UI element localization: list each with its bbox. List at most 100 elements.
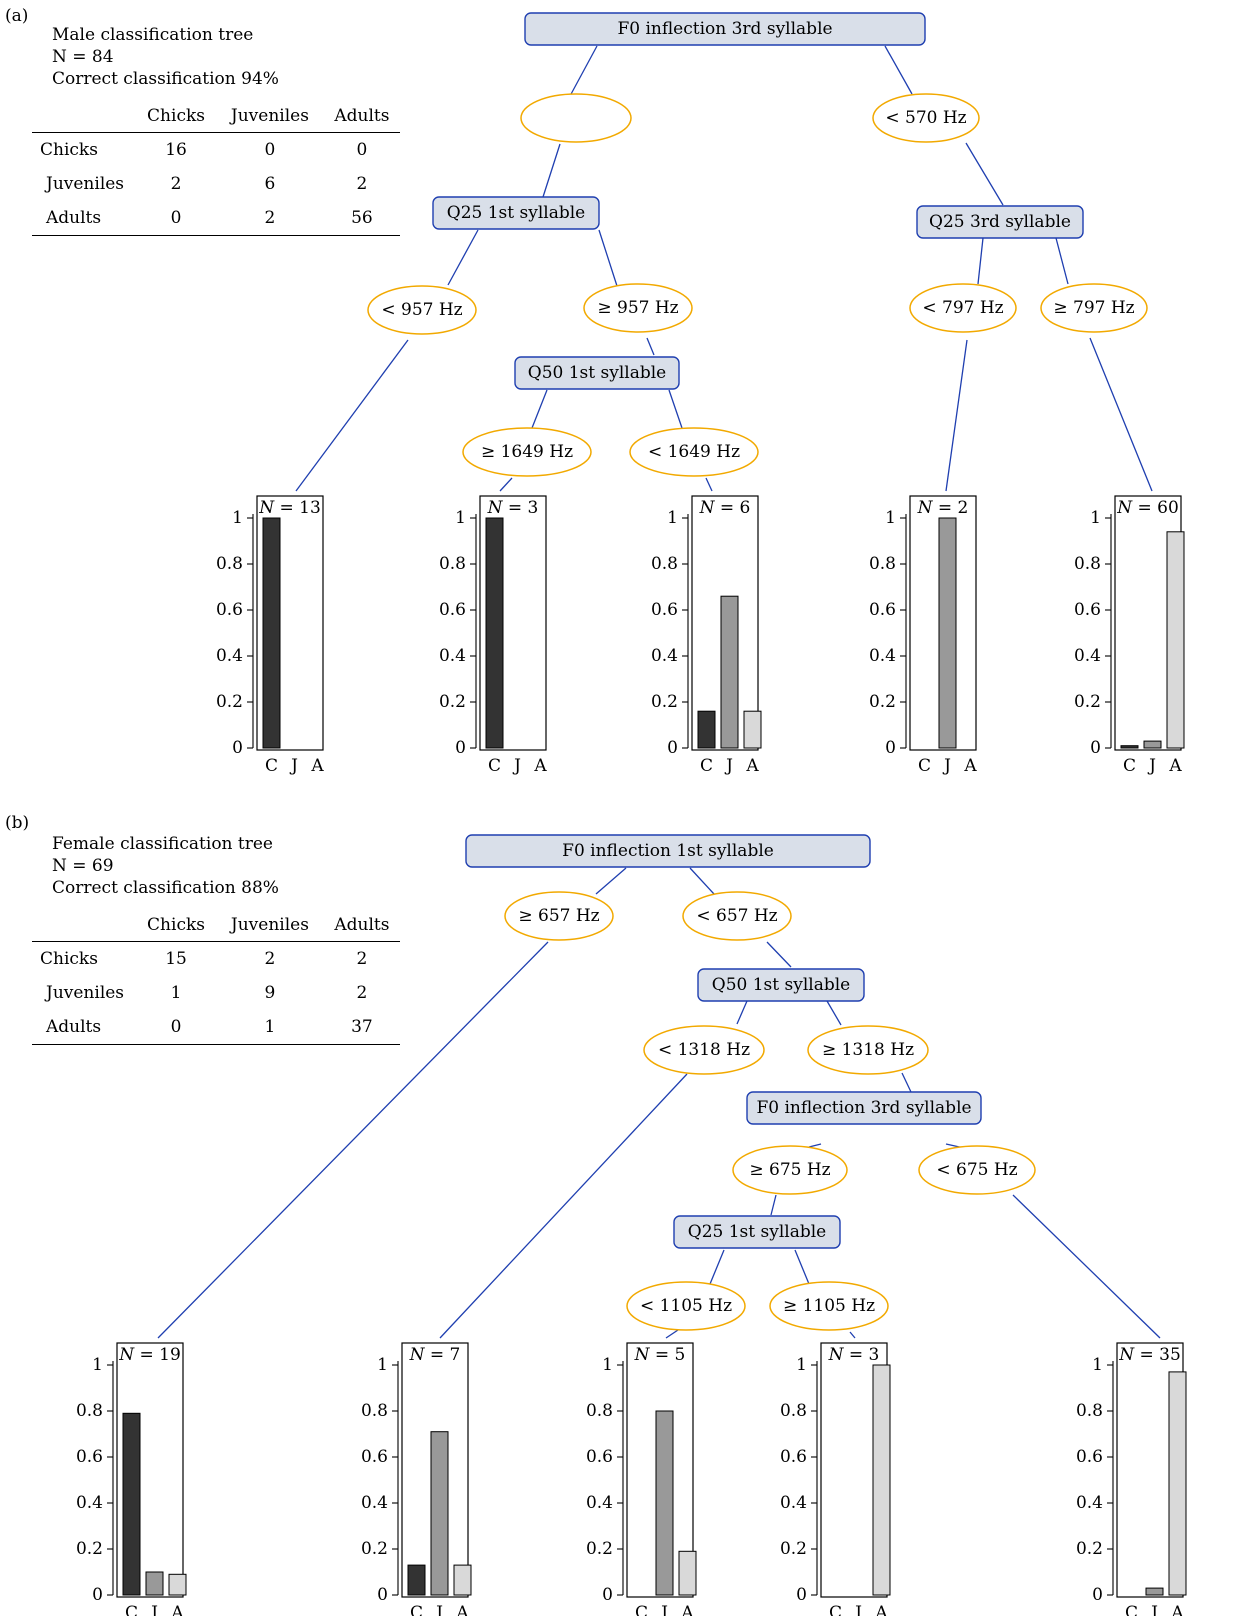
leaf-sample-size: N = 5	[634, 1345, 686, 1365]
leaf-bar	[145, 1571, 164, 1596]
edge-label-text: < 1649 Hz	[648, 442, 740, 462]
col-header: Juveniles	[216, 913, 324, 942]
leaf-sample-size: N = 6	[699, 498, 751, 518]
tree-edge	[1055, 237, 1069, 285]
x-category-label: C	[635, 1603, 648, 1616]
table-cell: 2	[356, 174, 368, 194]
y-tick-label: 0.8	[780, 1401, 807, 1421]
leaf-bar	[872, 1364, 891, 1596]
x-category-label: C	[488, 756, 501, 776]
x-category-label: C	[410, 1603, 423, 1616]
x-category-label: C	[700, 756, 713, 776]
x-category-label: J	[149, 1603, 158, 1616]
edge-label-text: < 957 Hz	[381, 300, 462, 320]
y-tick-label: 0.4	[1076, 1493, 1103, 1513]
row-header: Juveniles	[46, 174, 125, 194]
split-node-box	[514, 356, 680, 390]
tree-edge	[595, 867, 627, 895]
split-node-label: F0 inflection 1st syllable	[562, 841, 774, 861]
table-row: Juveniles 1 9 2	[32, 976, 400, 1010]
y-tick-label: 0.2	[869, 692, 896, 712]
table-cell: 2	[356, 949, 368, 969]
tree-edge	[736, 1000, 748, 1025]
x-category-label: J	[853, 1603, 862, 1616]
x-category-label: J	[942, 756, 951, 776]
leaf-bar	[168, 1573, 187, 1596]
leaf-bar	[697, 710, 716, 749]
tree-edge	[157, 941, 549, 1339]
male-tree-title: Male classification tree	[52, 25, 254, 45]
table-row: Adults 0 1 37	[32, 1010, 400, 1045]
tree-edge	[977, 237, 984, 285]
y-tick-label: 1	[92, 1355, 103, 1375]
tree-edge	[542, 143, 561, 198]
edge-label-text: ≥ 657 Hz	[518, 906, 599, 926]
x-category-label: C	[1125, 1603, 1138, 1616]
y-tick-label: 0.2	[361, 1539, 388, 1559]
female-confusion-block: Female classification tree N = 69 Correc…	[32, 833, 400, 1045]
edge-label-ellipse	[629, 427, 759, 477]
tree-edge	[709, 1249, 725, 1285]
tree-edge	[665, 1329, 679, 1339]
tree-edge	[770, 1194, 777, 1216]
leaf-bar	[655, 1410, 674, 1596]
tree-edge	[646, 337, 655, 356]
y-tick-label: 0.2	[780, 1539, 807, 1559]
edge-label-ellipse	[462, 427, 592, 477]
tree-edge	[689, 867, 715, 895]
y-tick-label: 0	[92, 1585, 103, 1605]
y-tick-label: 0.6	[76, 1447, 103, 1467]
male-confusion-table: Chicks Juveniles Adults Chicks 16 0 0 Ju…	[32, 104, 400, 236]
x-category-label: J	[434, 1603, 443, 1616]
y-tick-label: 0	[455, 738, 466, 758]
tree-edge	[531, 389, 548, 429]
x-category-label: C	[1123, 756, 1136, 776]
x-category-label: A	[170, 1603, 184, 1616]
col-header: Chicks	[136, 913, 217, 942]
table-header-row: Chicks Juveniles Adults	[32, 913, 400, 942]
split-node-label: F0 inflection 3rd syllable	[617, 19, 832, 39]
y-tick-label: 0.6	[439, 600, 466, 620]
leaf-bar	[1168, 1371, 1187, 1596]
x-category-label: J	[1147, 756, 1156, 776]
y-tick-label: 0.8	[1076, 1401, 1103, 1421]
male-confusion-block: Male classification tree N = 84 Correct …	[32, 24, 400, 236]
leaf-sample-size: N = 19	[118, 1345, 181, 1365]
x-category-label: A	[963, 756, 977, 776]
edge-label-text: ≥ 675 Hz	[749, 1160, 830, 1180]
leaf-bar	[407, 1564, 426, 1596]
leaf-bar	[430, 1431, 449, 1596]
y-tick-label: 0.6	[1074, 600, 1101, 620]
y-tick-label: 0	[796, 1585, 807, 1605]
table-cell: 0	[356, 140, 368, 160]
col-header: Adults	[323, 104, 400, 133]
edge-label-ellipse	[769, 1281, 889, 1331]
female-accuracy: Correct classification 88%	[52, 878, 279, 898]
split-node-label: Q25 1st syllable	[447, 203, 585, 223]
y-tick-label: 0	[1092, 1585, 1103, 1605]
row-header: Chicks	[40, 949, 98, 969]
x-category-label: A	[680, 1603, 694, 1616]
row-header: Adults	[32, 201, 136, 236]
leaf-bar	[720, 595, 739, 749]
edge-label-ellipse	[909, 283, 1017, 333]
x-category-label: A	[533, 756, 547, 776]
y-tick-label: 0	[667, 738, 678, 758]
panel-b-label: (b)	[5, 813, 30, 833]
leaf-sample-size: N = 60	[1116, 498, 1179, 518]
tree-edge	[1012, 1194, 1161, 1339]
y-tick-label: 0	[602, 1585, 613, 1605]
y-tick-label: 0.2	[76, 1539, 103, 1559]
table-cell: 6	[264, 174, 276, 194]
table-corner	[32, 913, 136, 942]
y-tick-label: 1	[377, 1355, 388, 1375]
table-cell: 16	[165, 140, 187, 160]
y-tick-label: 0.2	[216, 692, 243, 712]
col-header: Juveniles	[216, 104, 324, 133]
x-category-label: J	[724, 756, 733, 776]
leaf-bar	[1145, 1587, 1164, 1596]
edge-label-ellipse	[732, 1145, 848, 1195]
tree-edge	[499, 477, 513, 492]
leaf-bar	[1120, 745, 1139, 749]
